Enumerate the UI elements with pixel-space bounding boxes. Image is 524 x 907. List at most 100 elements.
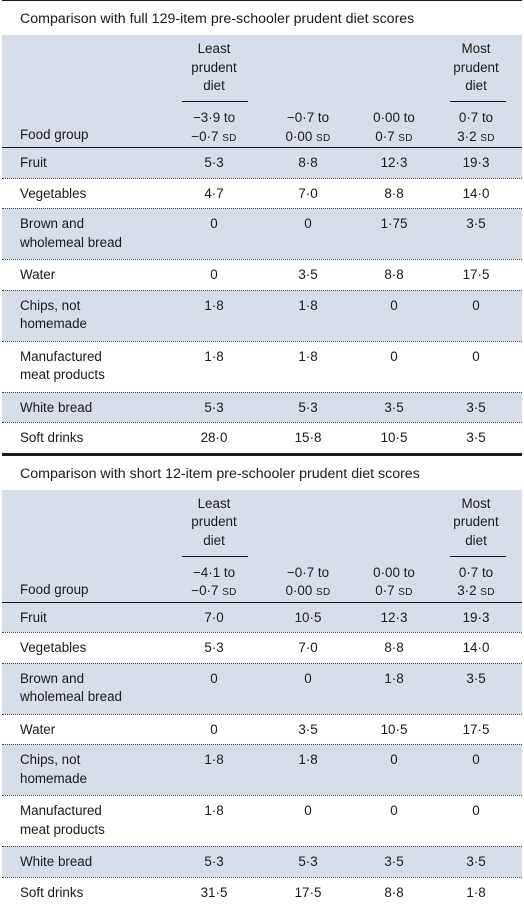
label-line: meat products <box>20 366 105 385</box>
value-cell: 0 <box>436 348 516 367</box>
range-end-value: 0·7 <box>375 583 394 598</box>
label-line: Water <box>20 266 55 285</box>
value-cell: 31·5 <box>174 884 254 903</box>
range-end: 0·00 SD <box>268 128 348 149</box>
label-line: White bread <box>20 853 92 872</box>
food-group-label: Vegetables <box>20 639 86 658</box>
value-cell: 8·8 <box>354 884 434 903</box>
value-cell: 0 <box>354 802 434 821</box>
range-start: −4·1 to <box>174 564 254 583</box>
food-group-label: Soft drinks <box>20 429 83 448</box>
value-cell: 7·0 <box>174 609 254 628</box>
value-cell: 5·3 <box>174 399 254 418</box>
header-line: Least <box>174 495 254 514</box>
food-group-label: Soft drinks <box>20 884 83 903</box>
label-line: wholemeal bread <box>20 688 122 707</box>
value-cell: 0 <box>354 348 434 367</box>
header-underline <box>450 556 506 557</box>
range-end: 3·2 SD <box>436 582 516 603</box>
value-cell: 1·75 <box>354 215 434 234</box>
range-end-value: 0·00 <box>285 583 312 598</box>
value-cell: 4·7 <box>174 185 254 204</box>
header-line: prudent <box>174 513 254 532</box>
value-cell: 3·5 <box>436 853 516 872</box>
food-group-label: Fruit <box>20 154 47 173</box>
range-end: 0·00 SD <box>268 582 348 603</box>
range-start: 0·00 to <box>354 109 434 128</box>
value-cell: 10·5 <box>354 429 434 448</box>
table-panel: Comparison with full 129-item pre-school… <box>2 0 522 453</box>
range-end-value: 0·7 <box>375 129 394 144</box>
value-cell: 3·5 <box>436 215 516 234</box>
range-unit: SD <box>222 587 237 598</box>
value-cell: 1·8 <box>174 348 254 367</box>
header-underline <box>182 101 248 102</box>
label-line: Vegetables <box>20 639 86 658</box>
label-line: Fruit <box>20 609 47 628</box>
value-cell: 3·5 <box>354 853 434 872</box>
value-cell: 19·3 <box>436 609 516 628</box>
food-group-label: Fruit <box>20 609 47 628</box>
range-unit: SD <box>480 587 495 598</box>
header-line: prudent <box>436 513 516 532</box>
range-unit: SD <box>316 133 331 144</box>
range-unit: SD <box>316 587 331 598</box>
label-line: Manufactured <box>20 802 105 821</box>
panel-title: Comparison with short 12-item pre-school… <box>2 455 522 490</box>
value-cell: 8·8 <box>354 266 434 285</box>
label-line: homemade <box>20 770 87 789</box>
value-cell: 14·0 <box>436 185 516 204</box>
value-cell: 0 <box>354 297 434 316</box>
food-group-label: Vegetables <box>20 185 86 204</box>
panel-title: Comparison with full 129-item pre-school… <box>2 0 522 35</box>
value-cell: 3·5 <box>436 399 516 418</box>
value-cell: 28·0 <box>174 429 254 448</box>
value-cell: 0 <box>436 802 516 821</box>
value-cell: 1·8 <box>268 348 348 367</box>
value-cell: 5·3 <box>174 853 254 872</box>
range-end-value: −0·7 <box>191 129 218 144</box>
header-line: diet <box>436 532 516 551</box>
range-unit: SD <box>480 133 495 144</box>
value-cell: 0 <box>268 670 348 689</box>
value-cell: 14·0 <box>436 639 516 658</box>
food-group-label: White bread <box>20 853 92 872</box>
header-underline <box>182 556 248 557</box>
label-line: Soft drinks <box>20 429 83 448</box>
label-line: Vegetables <box>20 185 86 204</box>
value-cell: 1·8 <box>268 297 348 316</box>
sd-range-header: −3·9 to−0·7 SD <box>174 109 254 148</box>
value-cell: 3·5 <box>436 670 516 689</box>
range-start: −0·7 to <box>268 564 348 583</box>
value-cell: 0 <box>268 802 348 821</box>
range-start: 0·00 to <box>354 564 434 583</box>
value-cell: 5·3 <box>268 399 348 418</box>
label-line: homemade <box>20 315 87 334</box>
label-line: Chips, not <box>20 297 87 316</box>
label-line: Brown and <box>20 215 122 234</box>
value-cell: 0 <box>174 266 254 285</box>
value-cell: 15·8 <box>268 429 348 448</box>
food-group-label: Water <box>20 721 55 740</box>
range-end: 3·2 SD <box>436 128 516 149</box>
range-unit: SD <box>398 133 413 144</box>
value-cell: 17·5 <box>268 884 348 903</box>
sd-range-header: −4·1 to−0·7 SD <box>174 564 254 603</box>
header-line: prudent <box>174 59 254 78</box>
value-cell: 3·5 <box>268 266 348 285</box>
